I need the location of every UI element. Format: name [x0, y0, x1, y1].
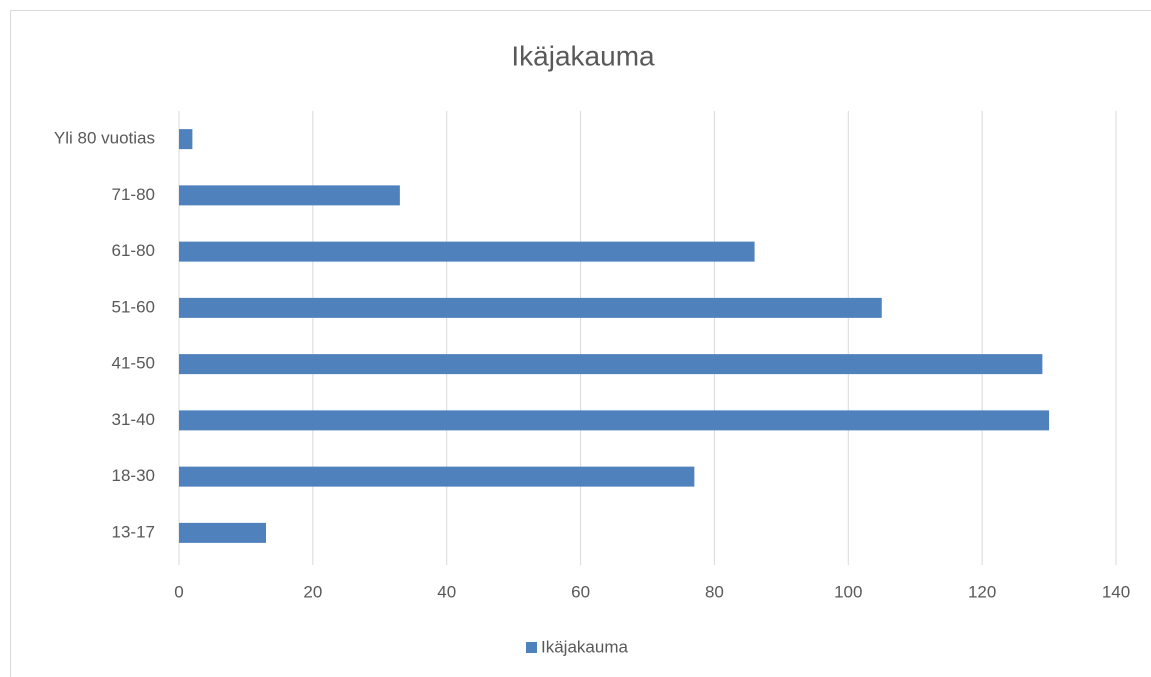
- bar: [179, 241, 755, 262]
- bar: [179, 466, 695, 487]
- x-tick-label: 60: [571, 582, 590, 601]
- y-tick-label: 13-17: [112, 522, 155, 541]
- x-tick-label: 120: [968, 582, 996, 601]
- y-tick-label: 41-50: [112, 354, 155, 373]
- x-tick-label: 20: [303, 582, 322, 601]
- legend-label: Ikäjakauma: [541, 637, 628, 656]
- legend-swatch: [526, 642, 537, 653]
- bar: [179, 522, 267, 543]
- y-tick-label: 18-30: [112, 466, 155, 485]
- chart-title: Ikäjakauma: [511, 40, 655, 71]
- bar: [179, 410, 1050, 431]
- x-tick-label: 0: [174, 582, 183, 601]
- bar: [179, 354, 1043, 375]
- x-tick-label: 80: [705, 582, 724, 601]
- y-tick-label: 61-80: [112, 241, 155, 260]
- x-tick-label: 100: [834, 582, 862, 601]
- x-tick-label: 140: [1102, 582, 1130, 601]
- y-tick-label: Yli 80 vuotias: [54, 129, 155, 148]
- bar: [179, 129, 193, 150]
- y-tick-label: 31-40: [112, 410, 155, 429]
- y-tick-label: 51-60: [112, 297, 155, 316]
- bar: [179, 297, 882, 318]
- bar: [179, 185, 400, 206]
- y-tick-label: 71-80: [112, 185, 155, 204]
- x-tick-label: 40: [437, 582, 456, 601]
